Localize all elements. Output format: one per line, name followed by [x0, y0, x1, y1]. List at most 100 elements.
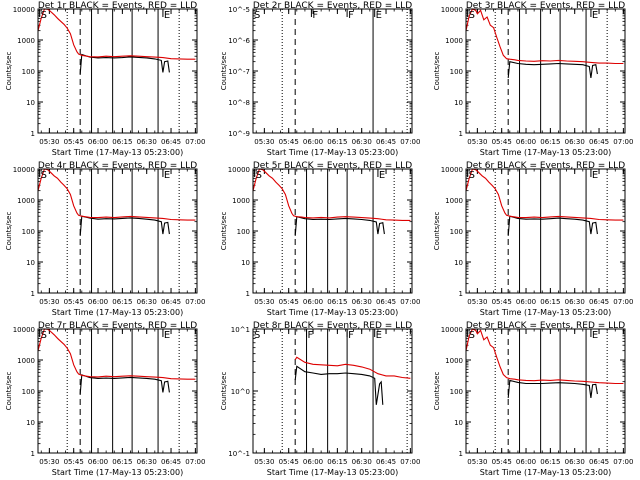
series-line-events [507, 61, 598, 78]
x-axis-label: Start Time (17-May-13 05:23:00) [480, 308, 611, 317]
x-tick-label: 06:45 [161, 138, 181, 146]
marker-label: F [348, 10, 354, 21]
plot-frame [252, 8, 413, 134]
panel-det-6: Det 6r BLACK = Events, RED = LLD Counts/s… [433, 161, 633, 317]
x-tick-label: 07:00 [400, 458, 420, 466]
x-tick-label: 06:00 [88, 298, 108, 306]
panel-title: Det 6r BLACK = Events, RED = LLD [466, 161, 625, 171]
x-tick-label: 06:15 [327, 458, 347, 466]
x-tick-label: 06:15 [112, 298, 132, 306]
x-tick-label: 06:30 [137, 298, 157, 306]
plot-frame [37, 8, 198, 134]
y-axis-label: Counts/sec [220, 52, 228, 91]
y-tick-label: 10 [454, 99, 463, 107]
y-tick-label: 10^-8 [228, 99, 250, 107]
panel-title: Det 9r BLACK = Events, RED = LLD [466, 321, 625, 331]
y-tick-label: 10^0 [231, 388, 250, 396]
plot-frame [465, 328, 626, 454]
y-tick-label: 1 [459, 130, 463, 138]
y-tick-label: 10000 [441, 326, 463, 334]
plot-frame [37, 168, 198, 294]
x-tick-label: 07:00 [613, 458, 633, 466]
y-tick-label: 1 [31, 450, 35, 458]
panel-det-1: Det 1r BLACK = Events, RED = LLD Counts/s… [5, 1, 205, 157]
x-tick-label: 06:30 [352, 458, 372, 466]
x-axis-label: Start Time (17-May-13 05:23:00) [52, 308, 183, 317]
x-tick-label: 05:30 [467, 298, 487, 306]
x-tick-label: 06:15 [540, 298, 560, 306]
marker-label: E [164, 170, 170, 181]
x-tick-label: 06:30 [137, 458, 157, 466]
x-tick-label: 06:15 [540, 458, 560, 466]
x-tick-label: 05:45 [279, 458, 299, 466]
panel-title: Det 5r BLACK = Events, RED = LLD [253, 161, 412, 171]
x-tick-label: 06:00 [516, 138, 536, 146]
marker-label: S [469, 330, 475, 341]
x-axis-label: Start Time (17-May-13 05:23:00) [52, 148, 183, 157]
marker-label: S [41, 10, 47, 21]
panel-title: Det 8r BLACK = Events, RED = LLD [253, 321, 412, 331]
x-axis-label: Start Time (17-May-13 05:23:00) [267, 468, 398, 477]
y-axis-label: Counts/sec [433, 372, 441, 411]
marker-label: S [41, 330, 47, 341]
x-tick-label: 05:45 [64, 458, 84, 466]
marker-label: E [164, 10, 170, 21]
y-tick-label: 100 [450, 68, 463, 76]
series-line-lld [465, 168, 624, 221]
x-tick-label: 06:00 [303, 458, 323, 466]
y-tick-label: 100 [22, 228, 35, 236]
marker-label: E [592, 10, 598, 21]
y-tick-label: 10000 [13, 6, 35, 14]
x-tick-label: 05:45 [279, 298, 299, 306]
y-axis-label: Counts/sec [5, 52, 13, 91]
panel-det-9: Det 9r BLACK = Events, RED = LLD Counts/s… [433, 321, 633, 477]
x-tick-label: 05:45 [64, 298, 84, 306]
x-tick-label: 07:00 [185, 138, 205, 146]
marker-label: S [254, 10, 260, 21]
panel-det-5: Det 5r BLACK = Events, RED = LLD Counts/s… [220, 161, 420, 317]
y-tick-label: 1000 [232, 197, 250, 205]
marker-label: E [592, 330, 598, 341]
series-line-lld [37, 8, 196, 60]
marker-label: E [379, 170, 385, 181]
y-axis-label: Counts/sec [433, 52, 441, 91]
y-tick-label: 100 [450, 228, 463, 236]
y-axis-label: Counts/sec [5, 372, 13, 411]
panel-det-3: Det 3r BLACK = Events, RED = LLD Counts/s… [433, 1, 633, 157]
y-tick-label: 10 [454, 259, 463, 267]
panel-det-8: Det 8r BLACK = Events, RED = LLD Counts/s… [220, 321, 420, 477]
x-tick-label: 05:45 [492, 298, 512, 306]
y-tick-label: 10^-5 [228, 6, 250, 14]
x-tick-label: 05:30 [467, 138, 487, 146]
x-tick-label: 06:00 [88, 458, 108, 466]
series-line-events [79, 53, 170, 75]
x-tick-label: 06:45 [376, 458, 396, 466]
y-tick-label: 10 [454, 419, 463, 427]
y-tick-label: 1000 [17, 37, 35, 45]
x-tick-label: 05:30 [254, 298, 274, 306]
x-tick-label: 05:45 [492, 458, 512, 466]
marker-label: S [254, 330, 260, 341]
series-line-events [79, 215, 170, 236]
x-tick-label: 06:45 [376, 138, 396, 146]
x-tick-label: 05:45 [492, 138, 512, 146]
x-tick-label: 06:15 [112, 458, 132, 466]
marker-label: S [256, 170, 262, 181]
x-tick-label: 06:45 [161, 298, 181, 306]
x-axis-label: Start Time (17-May-13 05:23:00) [480, 468, 611, 477]
x-tick-label: 06:45 [161, 458, 181, 466]
y-tick-label: 10 [26, 259, 35, 267]
x-tick-label: 06:45 [376, 298, 396, 306]
y-tick-label: 1000 [445, 357, 463, 365]
x-tick-label: 06:30 [137, 138, 157, 146]
y-tick-label: 10^-7 [228, 68, 250, 76]
y-tick-label: 100 [22, 388, 35, 396]
x-tick-label: 06:00 [303, 138, 323, 146]
x-tick-label: 06:00 [88, 138, 108, 146]
y-tick-label: 10000 [13, 166, 35, 174]
panel-title: Det 1r BLACK = Events, RED = LLD [38, 1, 197, 11]
series-line-events [79, 374, 170, 395]
y-tick-label: 100 [22, 68, 35, 76]
x-tick-label: 06:00 [516, 458, 536, 466]
y-tick-label: 10^-1 [228, 450, 250, 458]
